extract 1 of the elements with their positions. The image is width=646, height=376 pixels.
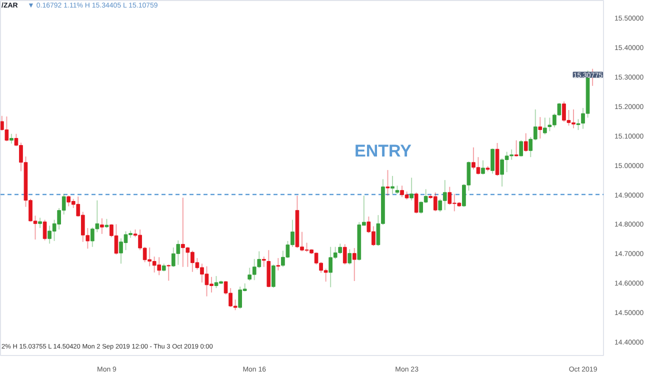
- annotation: ENTRY: [354, 142, 412, 161]
